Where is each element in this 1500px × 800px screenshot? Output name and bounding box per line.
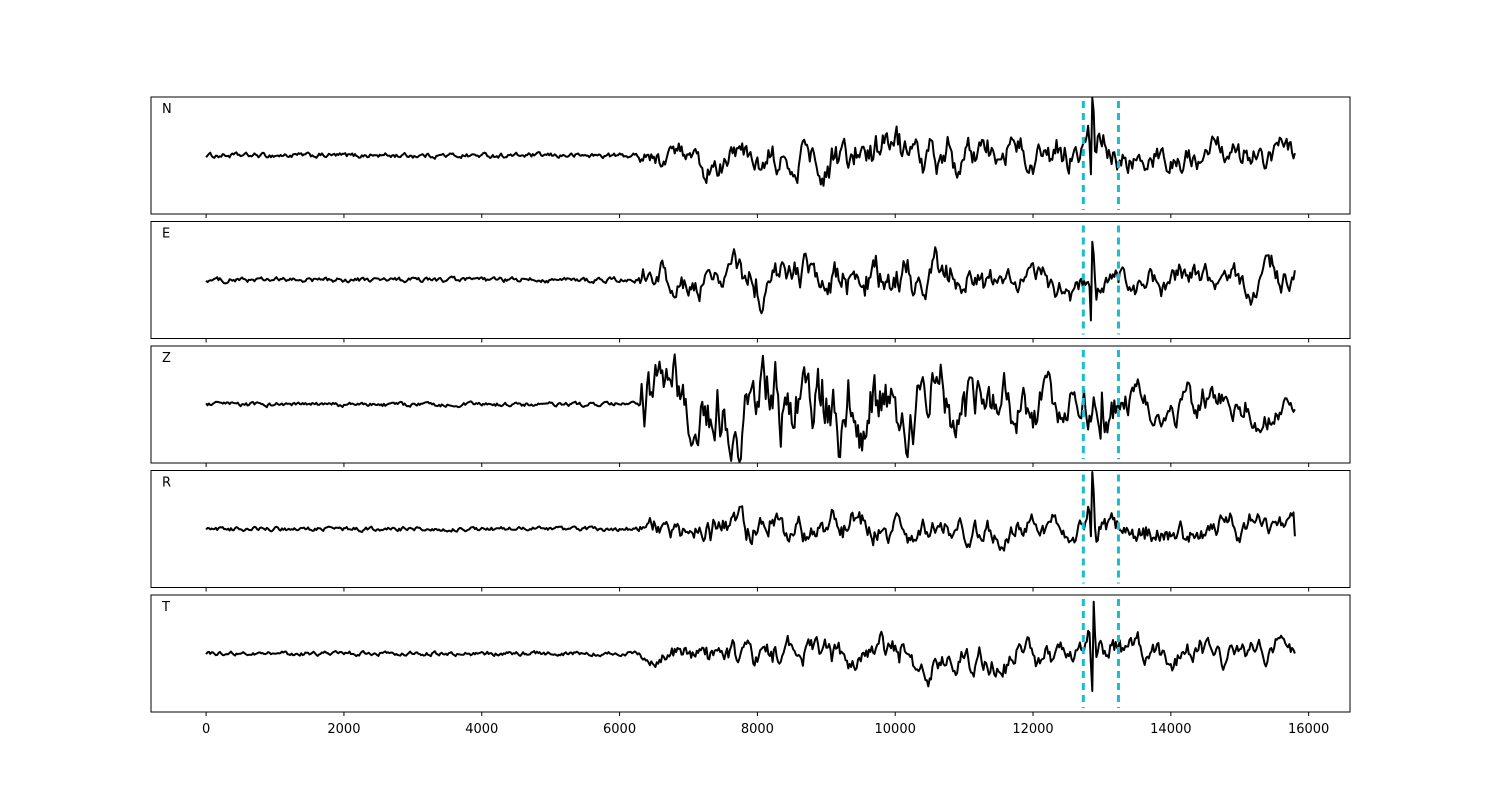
panel-e: E — [150, 221, 1351, 343]
x-tick-label: 6000 — [603, 722, 636, 737]
channel-label: N — [162, 102, 172, 117]
waveform-trace-t — [205, 600, 1296, 692]
x-tick-label: 14000 — [1150, 722, 1191, 737]
panel-frame — [150, 96, 1351, 215]
panel-frame — [150, 470, 1351, 588]
x-tick-label: 4000 — [465, 722, 498, 737]
x-tick-label: 0 — [202, 722, 210, 737]
waveform-panels: N E Z R T — [150, 96, 1351, 716]
panel-frame — [150, 221, 1351, 339]
x-tick-label: 10000 — [875, 722, 916, 737]
waveform-trace-n — [205, 97, 1296, 187]
waveform-trace-z — [205, 353, 1296, 463]
channel-label: Z — [162, 351, 171, 366]
x-axis: 0 2000 4000 6000 8000 10000 12000 14000 16000 — [202, 722, 1329, 737]
x-tick-label: 12000 — [1012, 722, 1053, 737]
channel-label: T — [161, 600, 170, 615]
panel-frame — [150, 345, 1351, 464]
channel-label: E — [162, 227, 170, 242]
panel-n: N — [150, 96, 1351, 218]
waveform-trace-e — [205, 240, 1296, 322]
channel-label: R — [162, 476, 171, 491]
panel-t: T — [150, 594, 1351, 716]
x-tick-label: 2000 — [327, 722, 360, 737]
panel-z: Z — [150, 345, 1351, 467]
x-tick-label: 16000 — [1288, 722, 1329, 737]
panel-r: R — [150, 470, 1351, 592]
waveform-trace-r — [205, 471, 1296, 552]
panel-frame — [150, 594, 1351, 713]
x-tick-label: 8000 — [741, 722, 774, 737]
